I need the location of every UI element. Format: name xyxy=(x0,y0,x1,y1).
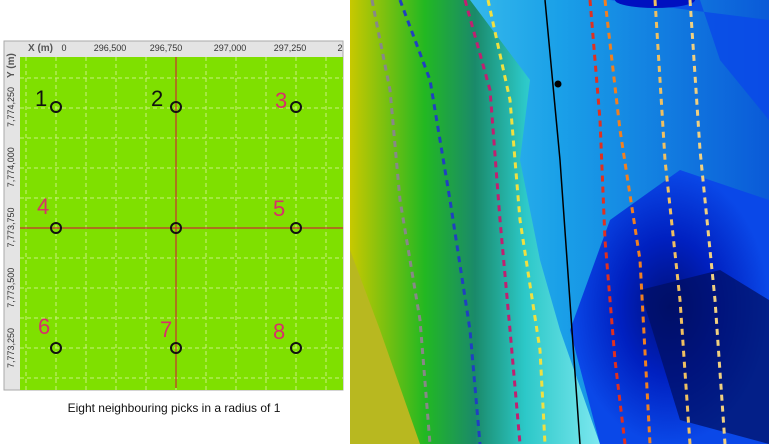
y-axis-label: Y (m) xyxy=(6,53,17,78)
pick-label: 6 xyxy=(38,314,50,339)
pick xyxy=(170,222,182,234)
pick-label: 5 xyxy=(273,196,285,221)
x-tick-label: 297,000 xyxy=(214,43,247,53)
picks: 1 2 3 4 5 6 7 8 xyxy=(35,86,302,354)
pick xyxy=(170,342,182,354)
pick-label: 1 xyxy=(35,86,47,111)
pick xyxy=(50,342,62,354)
y-tick-label: 7,773,250 xyxy=(6,328,16,368)
pick xyxy=(290,101,302,113)
x-tick-label: 296,750 xyxy=(150,43,183,53)
x-tick-label: 296,500 xyxy=(94,43,127,53)
pick-label: 4 xyxy=(37,194,49,219)
map-area xyxy=(20,57,343,390)
pick xyxy=(170,101,182,113)
caption: Eight neighbouring picks in a radius of … xyxy=(68,401,281,415)
pick-label: 8 xyxy=(273,319,285,344)
pick xyxy=(290,342,302,354)
pick-label: 3 xyxy=(275,88,287,113)
pick xyxy=(290,222,302,234)
x-tick-label: 297,250 xyxy=(274,43,307,53)
y-tick-label: 7,774,250 xyxy=(6,87,16,127)
pick-label: 7 xyxy=(160,317,172,342)
y-tick-label: 7,773,750 xyxy=(6,207,16,247)
ticks: 0 296,500 296,750 297,000 297,250 2 7,774,250 7… xyxy=(6,43,343,368)
x-tick-label: 0 xyxy=(61,43,66,53)
x-axis-label: X (m) xyxy=(28,43,53,54)
surface-view xyxy=(350,0,769,444)
y-tick-label: 7,774,000 xyxy=(6,147,16,187)
x-tick-label: 2 xyxy=(337,43,342,53)
pick xyxy=(50,222,62,234)
pick-label: 2 xyxy=(151,86,163,111)
y-tick-label: 7,773,500 xyxy=(6,268,16,308)
pick xyxy=(50,101,62,113)
